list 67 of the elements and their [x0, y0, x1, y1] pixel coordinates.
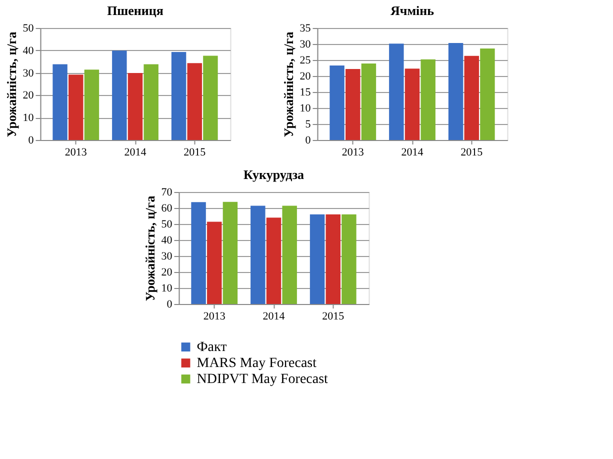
x-tick-label: 2014 — [401, 146, 424, 158]
bar — [266, 218, 282, 304]
bar — [361, 64, 376, 140]
bar — [310, 214, 325, 304]
bar — [52, 64, 68, 140]
y-tick-label: 10 — [300, 102, 312, 114]
x-tick-label: 2014 — [124, 146, 147, 158]
y-tick-label: 30 — [300, 38, 312, 50]
x-tick-label: 2015 — [460, 146, 484, 158]
x-tick-label: 2013 — [342, 146, 364, 158]
y-tick-label: 10 — [22, 112, 34, 124]
y-tick-label: 70 — [161, 186, 173, 198]
bar — [68, 74, 84, 140]
bar — [144, 64, 158, 140]
bar — [404, 68, 420, 140]
bar — [84, 70, 100, 140]
y-tick-label: 25 — [300, 54, 312, 66]
y-tick-label: 40 — [22, 44, 34, 57]
bar — [420, 59, 436, 140]
y-axis-title: Урожайність, ц/га — [142, 195, 158, 302]
bar — [128, 73, 143, 140]
bar — [187, 63, 202, 140]
bar — [282, 206, 297, 304]
y-tick-label: 50 — [22, 22, 34, 34]
x-tick-label: 2013 — [203, 310, 226, 322]
bar — [448, 43, 464, 140]
y-tick-label: 20 — [300, 70, 312, 82]
bar — [203, 56, 218, 140]
x-tick-label: 2015 — [322, 310, 345, 322]
y-axis-title: Урожайність, ц/га — [4, 31, 19, 138]
y-tick-label: 20 — [161, 266, 173, 278]
y-tick-label: 35 — [300, 22, 312, 34]
bar — [171, 52, 186, 140]
legend-label: Факт — [196, 340, 227, 355]
y-tick-label: 0 — [166, 298, 173, 310]
bar — [342, 214, 356, 304]
bar — [326, 214, 340, 304]
y-axis-title: Урожайність, ц/га — [280, 31, 296, 138]
y-tick-label: 0 — [28, 134, 34, 146]
bar — [330, 65, 344, 140]
bar — [346, 68, 360, 140]
x-tick-label: 2015 — [184, 146, 206, 158]
y-tick-label: 30 — [161, 250, 173, 262]
y-tick-label: 0 — [305, 134, 312, 146]
y-tick-label: 30 — [22, 67, 34, 80]
x-tick-label: 2013 — [64, 146, 88, 158]
legend-label: NDIPVT May Forecast — [196, 372, 328, 387]
y-tick-label: 60 — [161, 202, 173, 214]
bar — [207, 222, 222, 304]
y-tick-label: 50 — [161, 218, 173, 230]
bar — [464, 56, 479, 140]
bar — [222, 202, 238, 304]
x-tick-label: 2014 — [262, 310, 286, 322]
y-tick-label: 15 — [300, 86, 312, 98]
y-tick-label: 5 — [305, 118, 312, 130]
y-tick-label: 20 — [22, 90, 34, 102]
chart-title: Кукурудза — [243, 167, 305, 182]
bar — [480, 48, 495, 140]
y-tick-label: 40 — [161, 234, 173, 246]
y-tick-label: 10 — [161, 282, 173, 294]
legend-label: MARS May Forecast — [196, 356, 317, 371]
bar — [389, 44, 404, 140]
chart-title: Ячмінь — [390, 3, 434, 18]
bar — [112, 50, 127, 140]
chart-title: Пшениця — [107, 3, 164, 18]
bar — [191, 202, 206, 304]
bar — [250, 206, 266, 304]
